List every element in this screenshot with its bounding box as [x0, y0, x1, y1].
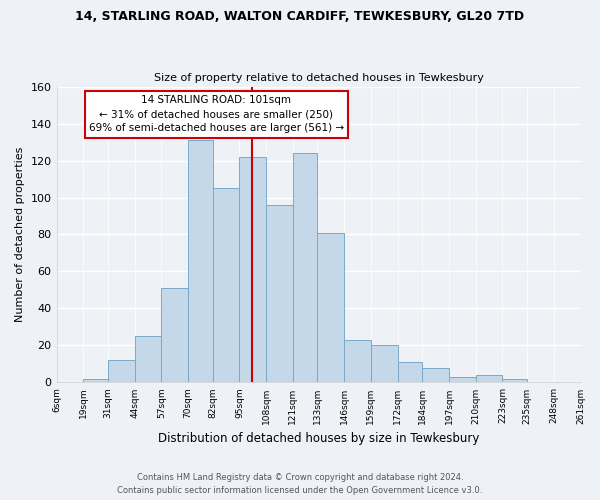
Bar — [317, 232, 344, 382]
Bar — [371, 346, 398, 383]
Bar — [398, 362, 422, 382]
Text: Contains HM Land Registry data © Crown copyright and database right 2024.
Contai: Contains HM Land Registry data © Crown c… — [118, 474, 482, 495]
Y-axis label: Number of detached properties: Number of detached properties — [15, 147, 25, 322]
Bar — [293, 153, 317, 382]
Bar — [213, 188, 239, 382]
Text: 14, STARLING ROAD, WALTON CARDIFF, TEWKESBURY, GL20 7TD: 14, STARLING ROAD, WALTON CARDIFF, TEWKE… — [76, 10, 524, 23]
Title: Size of property relative to detached houses in Tewkesbury: Size of property relative to detached ho… — [154, 73, 484, 83]
X-axis label: Distribution of detached houses by size in Tewkesbury: Distribution of detached houses by size … — [158, 432, 479, 445]
Text: 14 STARLING ROAD: 101sqm
← 31% of detached houses are smaller (250)
69% of semi-: 14 STARLING ROAD: 101sqm ← 31% of detach… — [89, 96, 344, 134]
Bar — [83, 378, 108, 382]
Bar — [239, 157, 266, 382]
Bar — [422, 368, 449, 382]
Bar — [188, 140, 213, 382]
Bar — [502, 378, 527, 382]
Bar — [161, 288, 188, 382]
Bar — [344, 340, 371, 382]
Bar — [449, 377, 476, 382]
Bar — [266, 205, 293, 382]
Bar — [108, 360, 134, 382]
Bar — [134, 336, 161, 382]
Bar — [476, 375, 502, 382]
